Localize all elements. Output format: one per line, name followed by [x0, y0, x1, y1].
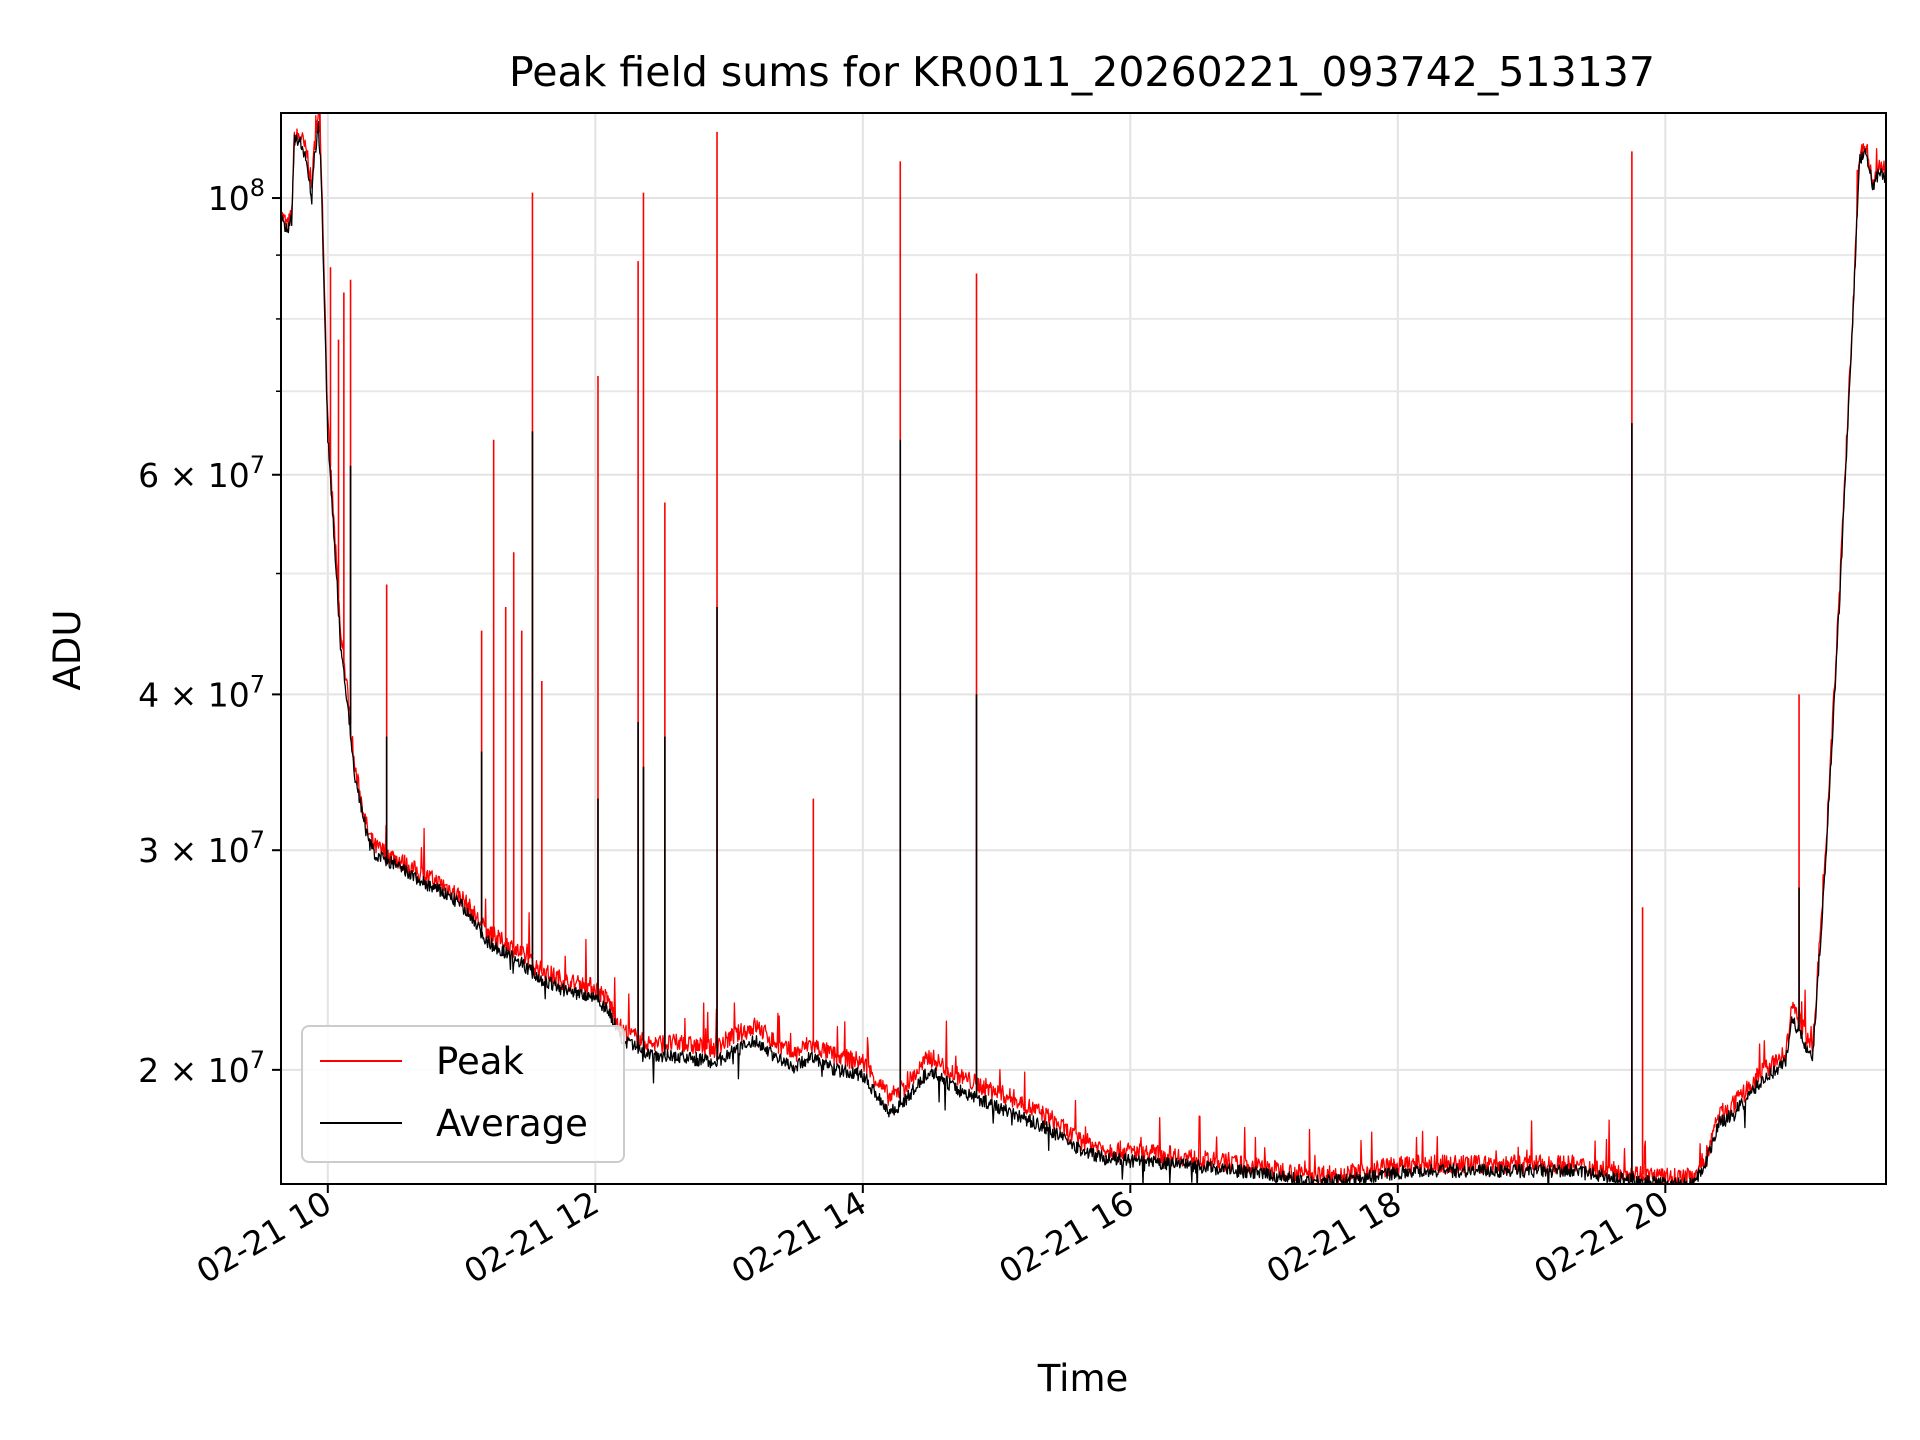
series-layer: [281, 113, 1886, 1184]
y-tick-label-3: 3 × 107: [138, 826, 265, 870]
series-line-average: [281, 121, 1886, 1184]
series-line-peak: [281, 113, 1886, 1184]
y-tick-label-1: 6 × 107: [138, 451, 265, 495]
y-tick-label-0: 108: [208, 174, 265, 218]
x-axis-label: Time: [1037, 1357, 1129, 1400]
y-axis-label: ADU: [46, 610, 89, 691]
y-tick-label-2: 4 × 107: [138, 670, 265, 714]
y-tick-label-4: 2 × 107: [138, 1046, 265, 1090]
grid-layer: [281, 113, 1886, 1184]
chart-title: Peak field sums for KR0011_20260221_0937…: [509, 48, 1655, 96]
plot-area-frame: [280, 112, 1887, 1185]
legend-peak-label: Peak: [436, 1040, 524, 1083]
legend-average-label: Average: [436, 1102, 588, 1145]
legend: Peak Average: [301, 1025, 625, 1163]
